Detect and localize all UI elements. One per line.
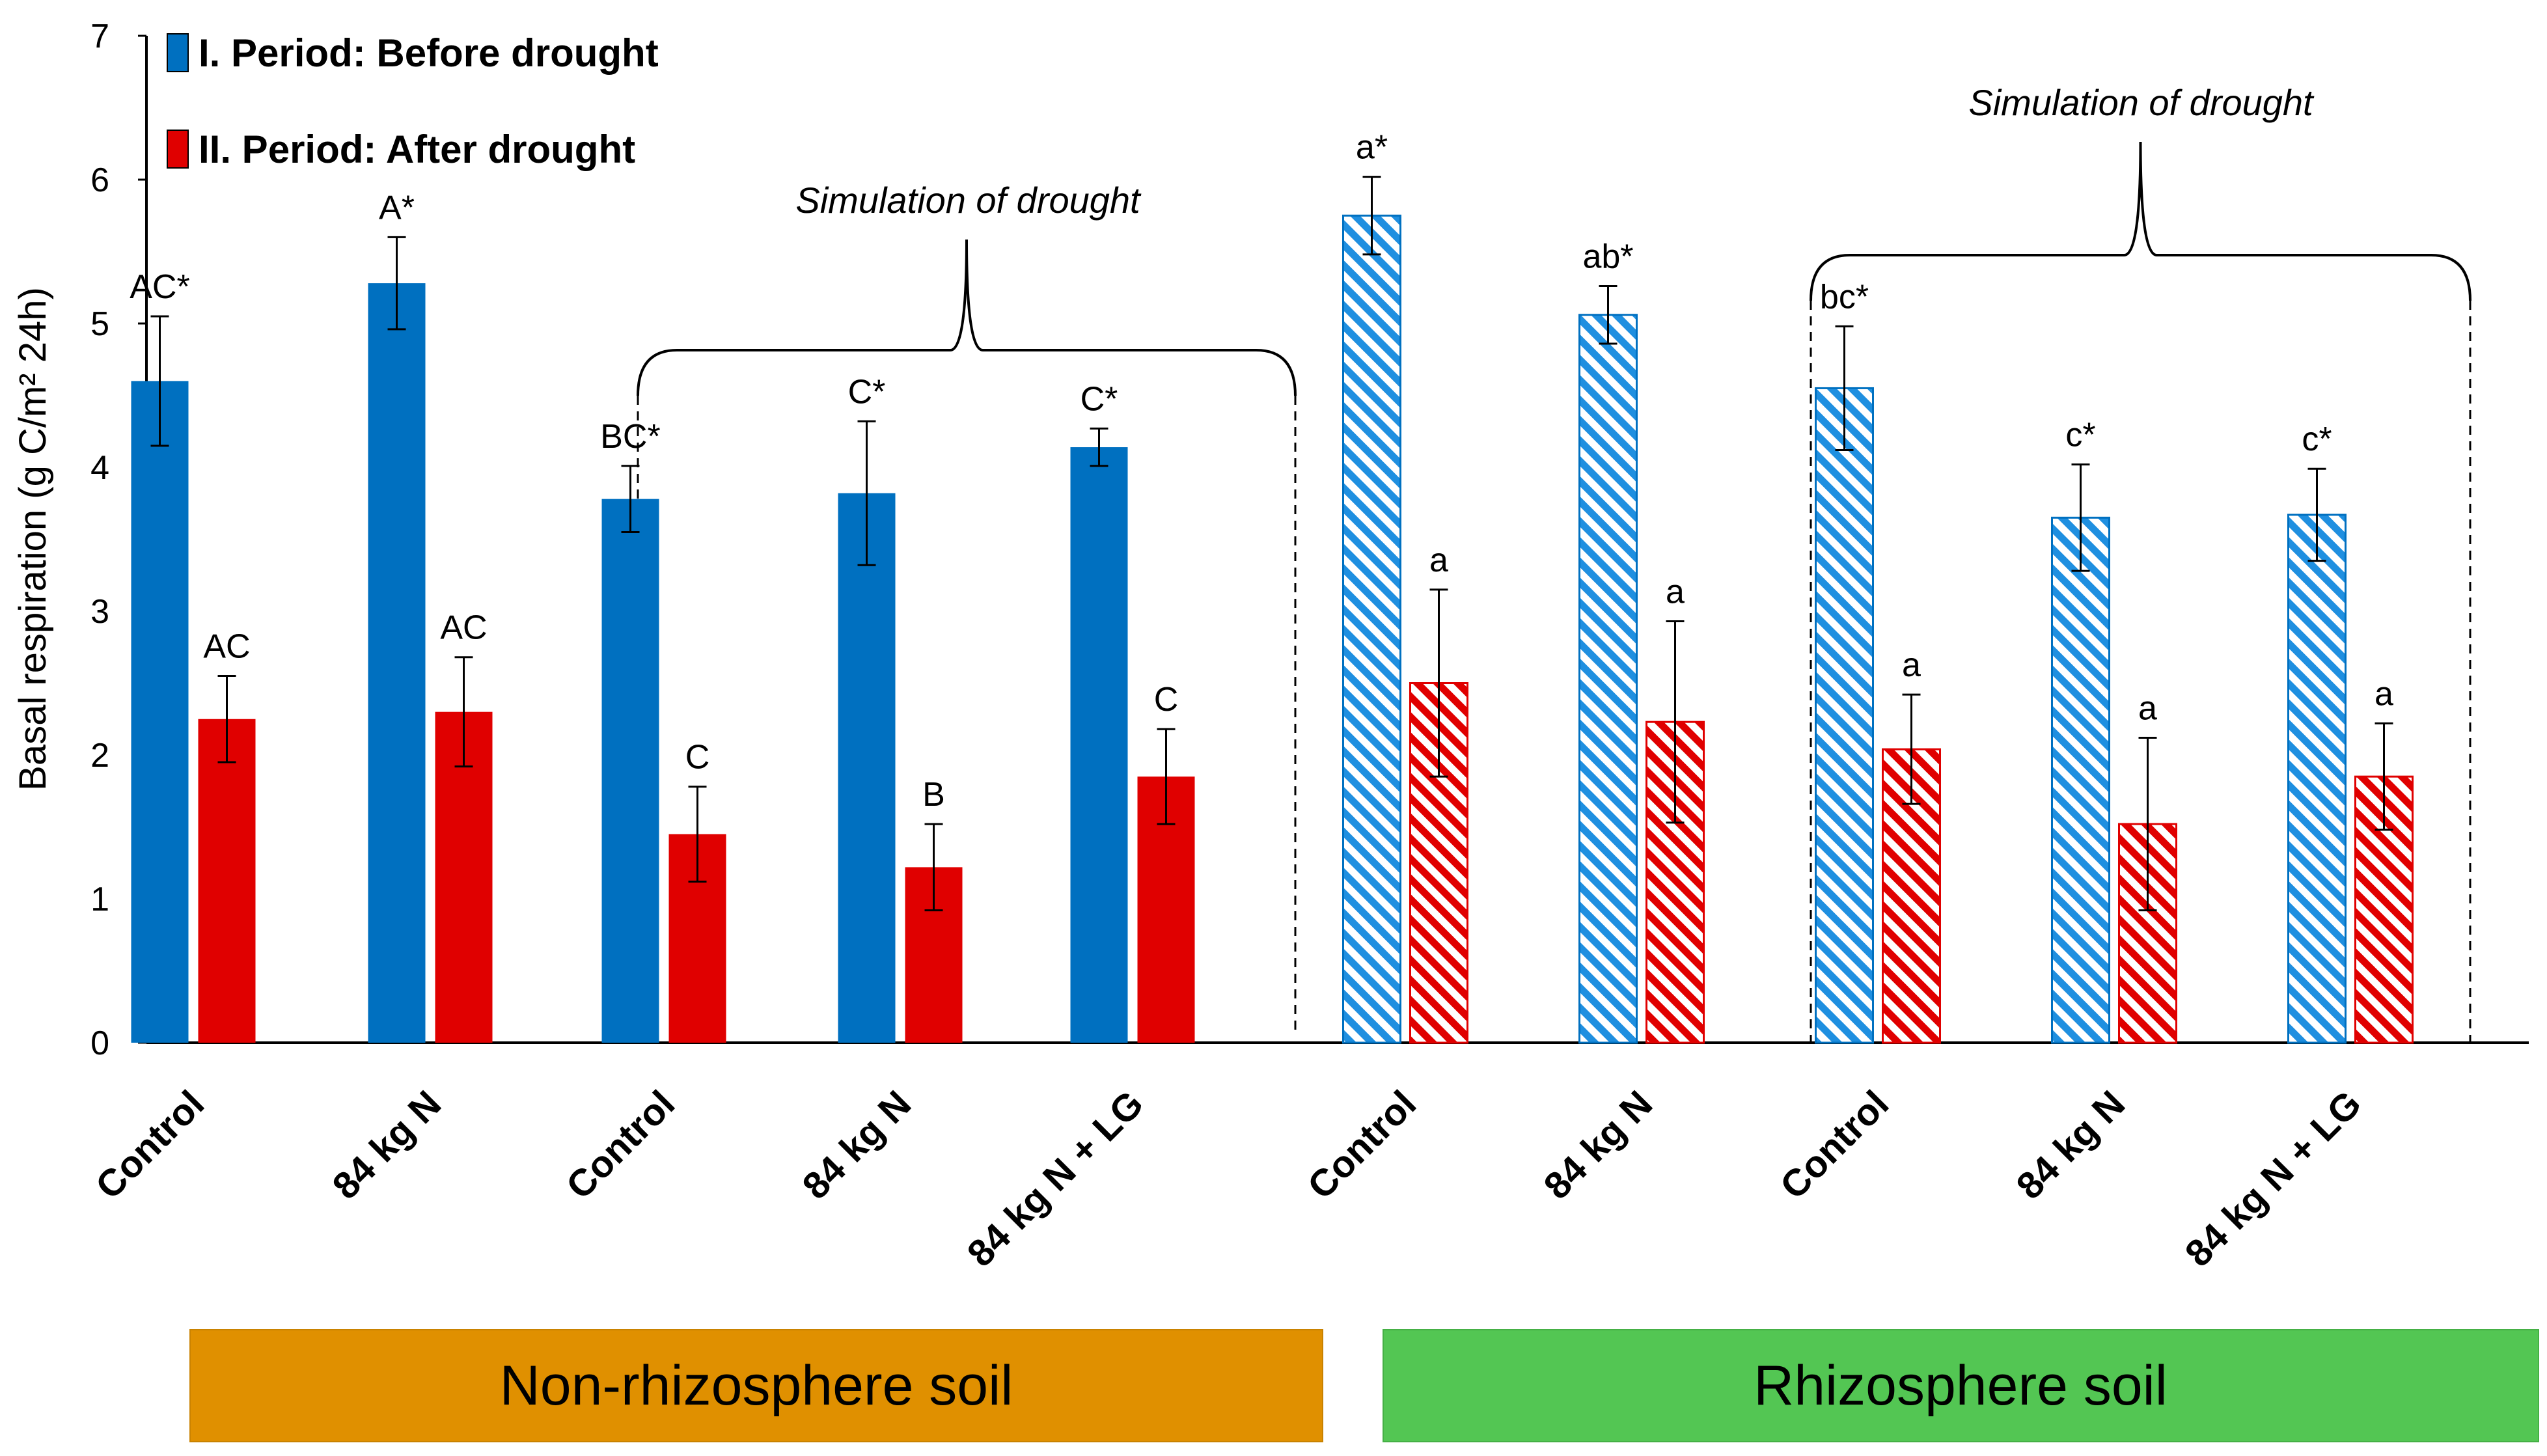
bar-before-drought — [1342, 214, 1401, 1044]
significance-label: AC — [440, 609, 487, 647]
y-tick-label: 5 — [90, 305, 109, 343]
category-label: Control — [1772, 1082, 1897, 1207]
category-label: 84 kg N — [324, 1082, 449, 1207]
bar-before-drought — [1815, 387, 1874, 1044]
category-label: Control — [87, 1082, 212, 1207]
bar-after-drought — [198, 719, 256, 1043]
non-rhizosphere-label: Non-rhizosphere soil — [500, 1354, 1013, 1417]
category-label: 84 kg N + LG — [2177, 1082, 2370, 1275]
legend-label-before: I. Period: Before drought — [199, 31, 659, 75]
significance-label: C — [685, 739, 710, 776]
significance-label: C — [1154, 681, 1179, 719]
drought-label-right: Simulation of drought — [1968, 82, 2315, 123]
significance-label: AC — [203, 627, 250, 665]
significance-label: B — [922, 776, 945, 814]
significance-label: c* — [2302, 420, 2332, 458]
legend: I. Period: Before drought II. Period: Af… — [167, 31, 659, 171]
y-tick-label: 3 — [90, 593, 109, 631]
significance-label: C* — [848, 373, 886, 411]
non-rhizosphere-box — [189, 1329, 1323, 1442]
y-tick-label: 2 — [90, 737, 109, 775]
bar-before-drought — [2051, 516, 2110, 1044]
category-label: 84 kg N + LG — [959, 1082, 1152, 1275]
legend-swatch-before — [167, 33, 189, 72]
bar-before-drought — [2287, 514, 2347, 1044]
significance-label: A* — [379, 189, 415, 227]
bar-before-drought — [368, 283, 426, 1043]
bar-before-drought — [1070, 447, 1128, 1043]
significance-label: a* — [1356, 129, 1388, 167]
significance-label: a — [1666, 573, 1685, 611]
y-tick-label: 4 — [90, 449, 109, 487]
drought-brace-right — [1810, 141, 2471, 301]
legend-label-after: II. Period: After drought — [199, 128, 635, 171]
category-label: Control — [1299, 1082, 1424, 1207]
rhizosphere-box — [1383, 1329, 2539, 1442]
bar-before-drought — [131, 381, 189, 1043]
significance-label: C* — [1081, 380, 1118, 418]
y-axis-title: Basal respiration (g C/m² 24h) — [12, 287, 54, 791]
category-label: 84 kg N — [794, 1082, 919, 1207]
significance-label: a — [2375, 675, 2393, 713]
category-label: 84 kg N — [2008, 1082, 2133, 1207]
y-tick-label: 1 — [90, 881, 109, 918]
legend-swatch-after — [167, 130, 189, 169]
y-tick-label: 7 — [90, 18, 109, 55]
significance-label: a — [2138, 689, 2157, 727]
category-label: Control — [558, 1082, 683, 1207]
significance-label: c* — [2065, 417, 2095, 454]
drought-label-left: Simulation of drought — [795, 180, 1142, 221]
bar-before-drought — [601, 499, 659, 1043]
bar-before-drought — [838, 493, 896, 1043]
bar-before-drought — [1578, 314, 1638, 1044]
y-tick-label: 6 — [90, 161, 109, 199]
drought-brace-left — [637, 239, 1297, 396]
significance-label: AC* — [130, 268, 189, 306]
significance-label: a — [1902, 646, 1921, 684]
significance-label: bc* — [1820, 278, 1869, 316]
category-label: 84 kg N — [1535, 1082, 1660, 1207]
y-tick-label: 0 — [90, 1024, 109, 1062]
rhizosphere-label: Rhizosphere soil — [1754, 1354, 2168, 1417]
significance-label: BC* — [600, 418, 660, 456]
significance-label: a — [1429, 542, 1448, 579]
significance-label: ab* — [1582, 238, 1633, 276]
